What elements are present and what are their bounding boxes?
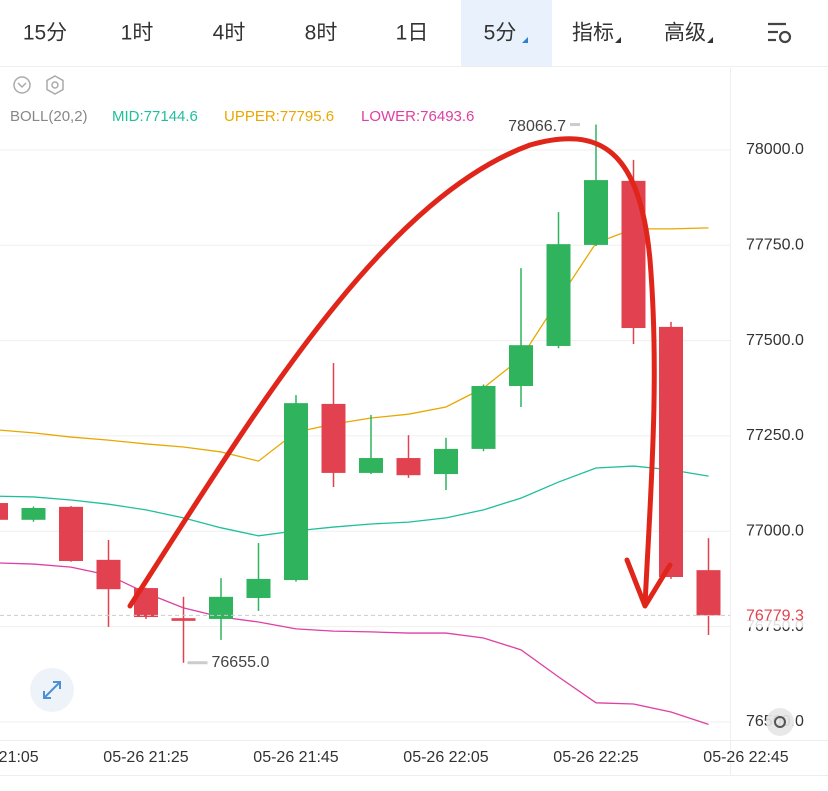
low-label: 76655.0 [212,654,270,671]
last-price-box [732,603,828,628]
drawn-arrow [127,136,673,609]
candle-body [359,458,383,473]
y-tick-label: 77750.0 [746,237,804,254]
legend-entry: LOWER:76493.6 [361,108,474,125]
y-tick-label: 77000.0 [746,522,804,539]
collapse-icon[interactable] [13,76,31,94]
tab[interactable]: 指标 [572,22,614,45]
high-label: 78066.7 [508,118,566,135]
dropdown-caret [615,37,621,43]
candle-body [471,385,496,449]
x-tick-label: 05-26 22:05 [403,749,489,766]
candle-body [0,503,8,520]
candle-body [246,578,271,598]
candle-body [434,448,458,475]
candle-body [96,559,121,590]
y-tick-label: 78000.0 [746,141,804,158]
settings-hex-icon[interactable] [46,75,64,95]
candle-body [509,345,533,386]
candle-body [659,326,683,578]
y-tick-label: 77250.0 [746,427,804,444]
x-tick-label: 05-26 21:25 [103,749,189,766]
tab[interactable]: 5分 [484,22,517,45]
candle-body [21,507,46,520]
tab[interactable]: 高级 [664,22,706,45]
tab[interactable]: 8时 [305,22,338,45]
legend-entry: UPPER:77795.6 [224,108,334,125]
dropdown-caret [522,37,528,43]
expand-button[interactable] [30,668,74,712]
x-tick-label: 05-26 22:45 [703,749,789,766]
settings-icon[interactable] [768,22,792,44]
tab-bar: 15分 1时 4时 8时 1日 5分 指标 高级 [0,0,828,67]
scroll-button[interactable] [766,708,794,736]
x-tick-label: 05-26 21:05 [0,749,39,766]
candle-body [321,403,346,473]
tab[interactable]: 4时 [213,22,246,45]
y-tick-label: 77500.0 [746,332,804,349]
last-price-label: 76779.3 [746,608,804,625]
boll-line [0,227,709,462]
x-tick-label: 05-26 21:45 [253,749,339,766]
candle-body [209,596,233,619]
candle-body [59,506,83,561]
tab[interactable]: 1日 [396,22,429,45]
candle-body [546,244,571,346]
candle-body [584,180,608,245]
tab[interactable]: 1时 [121,22,154,45]
candle-body [396,458,421,476]
top-icons [13,75,64,95]
tab[interactable]: 15分 [23,22,67,45]
boll-line [0,465,709,537]
indicator-name: BOLL(20,2) [10,108,88,125]
candle-body [284,403,308,581]
active-tab-bg [461,0,552,66]
candle-body [171,618,196,621]
x-tick-label: 05-26 22:25 [553,749,639,766]
legend-entry: MID:77144.6 [112,108,198,125]
dropdown-caret [707,37,713,43]
candle-body [696,570,721,616]
